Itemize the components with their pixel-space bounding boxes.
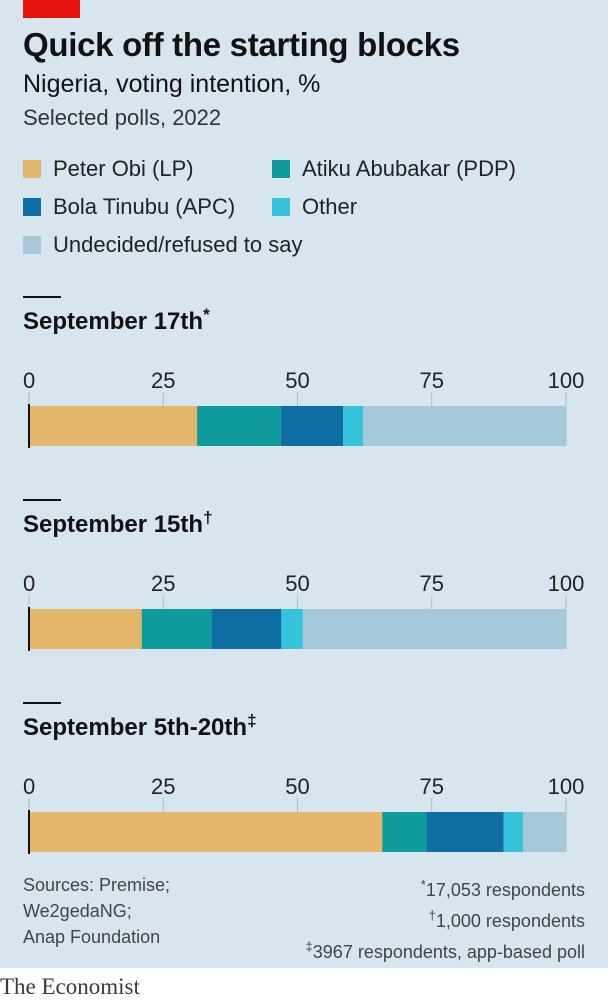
bar-segment-3 bbox=[426, 812, 504, 852]
footnotes: *17,053 respondents †1,000 respondents ‡… bbox=[306, 872, 585, 965]
poll-heading: September 15th† bbox=[23, 508, 213, 538]
bar-segment-1 bbox=[29, 609, 142, 649]
legend-label: Atiku Abubakar (PDP) bbox=[302, 156, 516, 181]
bar-segment-5 bbox=[302, 609, 566, 649]
legend-swatch bbox=[23, 198, 41, 216]
legend-label: Bola Tinubu (APC) bbox=[53, 194, 236, 219]
legend-swatch bbox=[272, 160, 290, 178]
tick-label: 100 bbox=[548, 571, 585, 596]
legend-label: Peter Obi (LP) bbox=[53, 156, 194, 181]
bar-segment-3 bbox=[280, 406, 344, 446]
source-line: We2gedaNG; bbox=[23, 901, 132, 921]
bar-segment-1 bbox=[29, 812, 383, 852]
bar-segment-5 bbox=[363, 406, 566, 446]
legend-label: Other bbox=[302, 194, 358, 219]
chart-note: Selected polls, 2022 bbox=[23, 105, 222, 130]
legend-swatch bbox=[272, 198, 290, 216]
tick-label: 50 bbox=[285, 571, 309, 596]
legend-item-tinubu: Bola Tinubu (APC) bbox=[23, 194, 235, 220]
footnote-line: ‡3967 respondents, app-based poll bbox=[305, 939, 585, 962]
bar-segment-2 bbox=[382, 812, 427, 852]
tick-label: 0 bbox=[23, 774, 35, 799]
bar-segment-2 bbox=[197, 406, 281, 446]
poll-marker: ‡ bbox=[247, 711, 256, 730]
poll-marker: * bbox=[203, 305, 210, 324]
footnote-line: *17,053 respondents bbox=[420, 877, 585, 900]
legend-label: Undecided/refused to say bbox=[53, 232, 303, 257]
chart-panel bbox=[0, 0, 608, 968]
legend-item-peter-obi: Peter Obi (LP) bbox=[23, 156, 194, 182]
tick-label: 25 bbox=[151, 368, 175, 393]
legend-swatch bbox=[23, 160, 41, 178]
poll-heading: September 17th* bbox=[23, 305, 210, 335]
footnote-line: †1,000 respondents bbox=[428, 908, 585, 931]
tick-label: 50 bbox=[285, 774, 309, 799]
panel-rule bbox=[23, 296, 61, 298]
chart-title: Quick off the starting blocks bbox=[23, 26, 460, 63]
source-line: Anap Foundation bbox=[23, 927, 161, 947]
bar-segment-1 bbox=[29, 406, 198, 446]
tick-label: 100 bbox=[548, 368, 585, 393]
sources-note: Sources: Premise; We2gedaNG; Anap Founda… bbox=[23, 872, 170, 950]
bar-segment-4 bbox=[343, 406, 364, 446]
tick-label: 75 bbox=[420, 571, 444, 596]
tick-label: 25 bbox=[151, 774, 175, 799]
poll-heading: September 5th-20th‡ bbox=[23, 711, 257, 741]
bar-segment-4 bbox=[503, 812, 524, 852]
brand-logo-text: The Economist bbox=[0, 974, 140, 999]
panel-rule bbox=[23, 499, 61, 501]
bar-segment-2 bbox=[141, 609, 212, 649]
panel-rule bbox=[23, 702, 61, 704]
tick-label: 0 bbox=[23, 571, 35, 596]
brand-red-tag bbox=[23, 0, 80, 18]
legend-item-undecided: Undecided/refused to say bbox=[23, 232, 303, 258]
tick-label: 25 bbox=[151, 571, 175, 596]
chart-subtitle: Nigeria, voting intention, % bbox=[23, 70, 321, 98]
tick-label: 100 bbox=[548, 774, 585, 799]
stacked-bar-charts: September 17th* 0 25 50 75 100 September 15th†… bbox=[23, 296, 585, 854]
legend-item-other: Other bbox=[272, 194, 357, 220]
poll-marker: † bbox=[203, 508, 212, 527]
bar-segment-5 bbox=[523, 812, 566, 852]
bar-segment-3 bbox=[211, 609, 282, 649]
tick-label: 50 bbox=[285, 368, 309, 393]
tick-label: 75 bbox=[420, 368, 444, 393]
legend-swatch bbox=[23, 236, 41, 254]
tick-label: 0 bbox=[23, 368, 35, 393]
legend-item-atiku: Atiku Abubakar (PDP) bbox=[272, 156, 516, 182]
bar-segment-4 bbox=[281, 609, 303, 649]
tick-label: 75 bbox=[420, 774, 444, 799]
source-line: Sources: Premise; bbox=[23, 875, 171, 895]
